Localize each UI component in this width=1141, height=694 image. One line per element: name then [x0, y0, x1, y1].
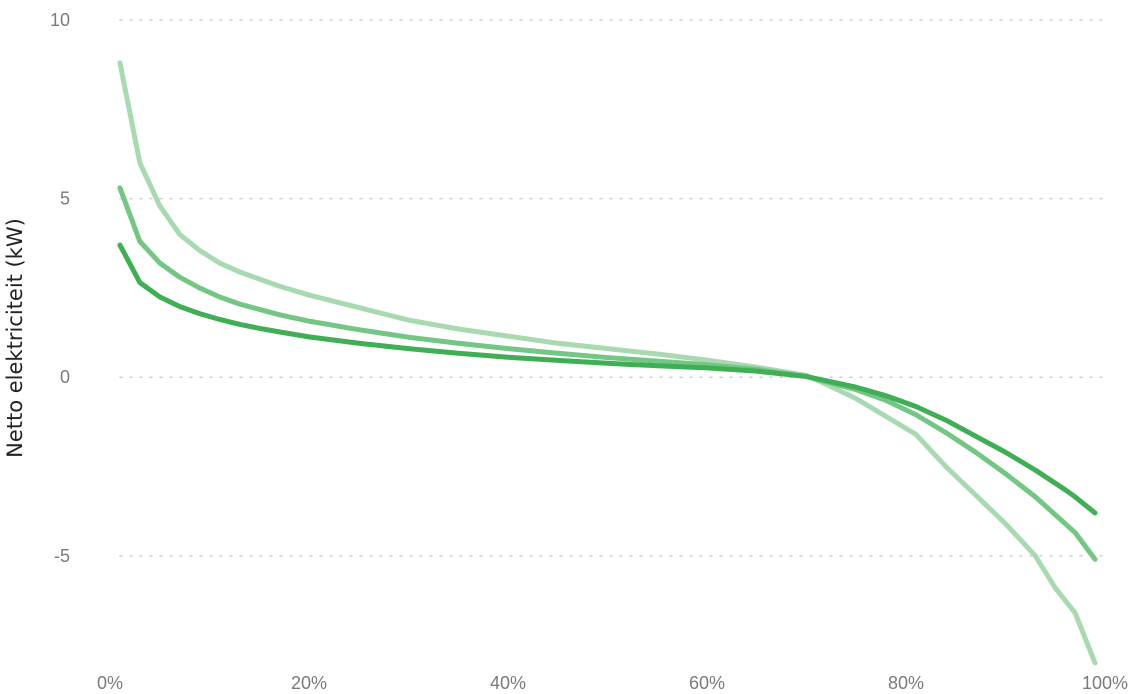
series-layer [117, 60, 1098, 666]
grid-layer [119, 19, 1111, 557]
x-tick-label-3: 60% [689, 673, 725, 693]
y-tick-label-1: 5 [60, 189, 70, 209]
y-axis: 10 5 0 -5 [50, 10, 70, 566]
y-tick-label-0: 10 [50, 10, 70, 30]
series-line-2 [117, 242, 1098, 516]
x-tick-label-0: 0% [97, 673, 123, 693]
x-tick-label-1: 20% [291, 673, 327, 693]
series-line-0 [117, 60, 1098, 666]
x-axis: 0% 20% 40% 60% 80% 100% [97, 673, 1128, 693]
y-axis-title: Netto elektriciteit (kW) [3, 218, 27, 458]
x-tick-label-2: 40% [490, 673, 526, 693]
y-tick-label-2: 0 [60, 367, 70, 387]
y-tick-label-3: -5 [54, 546, 70, 566]
x-tick-label-4: 80% [888, 673, 924, 693]
x-tick-label-5: 100% [1082, 673, 1128, 693]
series-line-1 [117, 185, 1098, 562]
